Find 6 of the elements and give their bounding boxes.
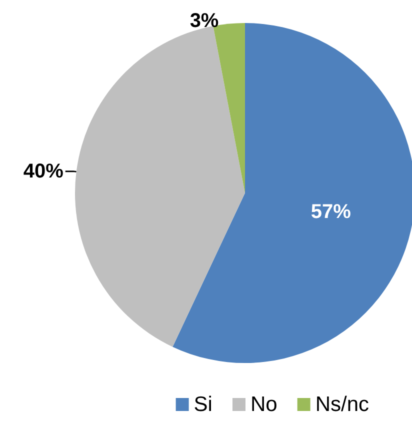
- data-label: 57%: [310, 201, 352, 224]
- legend-label: Ns/nc: [315, 393, 370, 416]
- legend-label: No: [250, 393, 278, 416]
- data-label: 3%: [190, 10, 219, 32]
- legend-label: Si: [194, 393, 212, 416]
- data-label: 40%: [23, 160, 64, 182]
